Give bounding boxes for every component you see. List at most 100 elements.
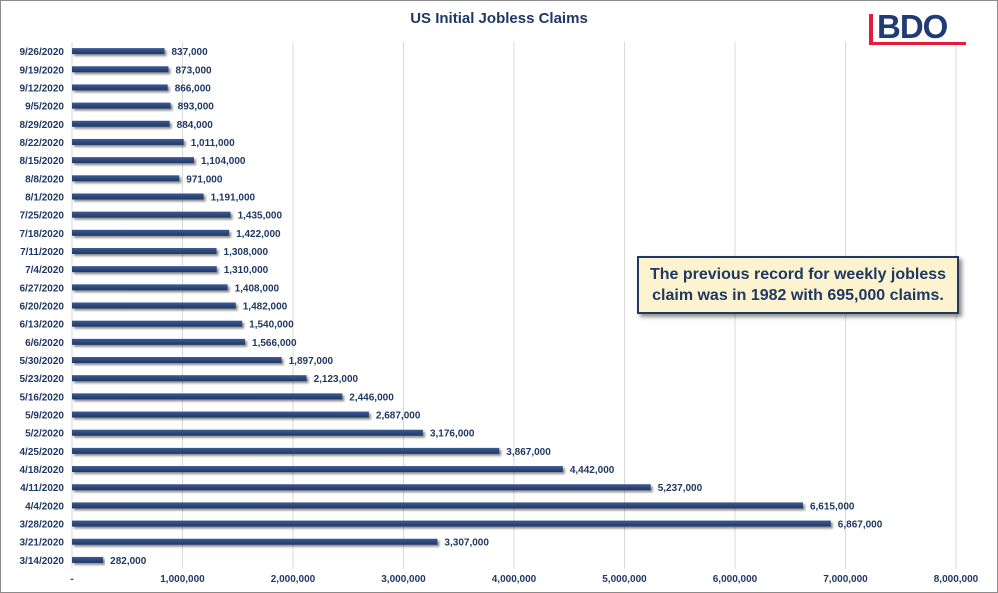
bar-8	[72, 193, 204, 200]
category-label-10: 7/18/2020	[20, 229, 65, 240]
category-label-11: 7/11/2020	[20, 247, 64, 258]
bar-21	[72, 429, 423, 436]
value-label-0: 837,000	[171, 47, 208, 58]
bar-19	[72, 393, 343, 400]
bar-7	[72, 175, 180, 182]
bar-10	[72, 229, 230, 236]
x-tick-label-1: 1,000,000	[160, 574, 205, 585]
category-label-26: 3/28/2020	[20, 520, 65, 531]
logo-accent-horizontal	[869, 42, 966, 45]
value-label-6: 1,104,000	[201, 156, 246, 167]
bar-16	[72, 338, 246, 345]
value-label-4: 884,000	[177, 120, 214, 131]
category-label-8: 8/1/2020	[25, 192, 64, 203]
value-label-11: 1,308,000	[224, 247, 269, 258]
bar-13	[72, 284, 228, 291]
bdo-logo: BDO	[868, 8, 968, 48]
x-tick-label-7: 7,000,000	[823, 574, 868, 585]
category-label-9: 7/25/2020	[20, 211, 65, 222]
value-label-24: 5,237,000	[658, 483, 703, 494]
category-label-19: 5/16/2020	[20, 392, 65, 403]
annotation-line-2: claim was in 1982 with 695,000 claims.	[652, 287, 944, 304]
bar-24	[72, 484, 651, 491]
value-label-23: 4,442,000	[570, 465, 615, 476]
category-label-2: 9/12/2020	[20, 83, 65, 94]
annotation-text: The previous record for weekly jobless c…	[650, 264, 946, 306]
category-label-5: 8/22/2020	[20, 138, 65, 149]
annotation-line-1: The previous record for weekly jobless	[649, 266, 947, 283]
category-label-21: 5/2/2020	[25, 429, 64, 440]
bar-9	[72, 211, 231, 218]
value-label-25: 6,615,000	[810, 501, 855, 512]
bar-27	[72, 538, 438, 545]
bar-2	[72, 84, 168, 91]
bar-0	[72, 48, 165, 55]
category-label-28: 3/14/2020	[20, 556, 65, 567]
x-tick-label-0: -	[70, 574, 73, 585]
category-label-24: 4/11/2020	[20, 483, 64, 494]
value-label-9: 1,435,000	[238, 211, 283, 222]
bar-1	[72, 66, 169, 73]
value-label-15: 1,540,000	[249, 320, 294, 331]
bar-20	[72, 411, 369, 418]
value-label-18: 2,123,000	[314, 374, 359, 385]
bar-22	[72, 447, 500, 454]
category-label-6: 8/15/2020	[20, 156, 65, 167]
bar-6	[72, 157, 194, 164]
bar-26	[72, 520, 831, 527]
x-tick-label-5: 5,000,000	[602, 574, 647, 585]
category-label-25: 4/4/2020	[25, 501, 64, 512]
x-tick-label-2: 2,000,000	[271, 574, 316, 585]
value-label-16: 1,566,000	[252, 338, 297, 349]
value-label-12: 1,310,000	[224, 265, 269, 276]
category-label-3: 9/5/2020	[25, 102, 64, 113]
category-label-18: 5/23/2020	[20, 374, 65, 385]
value-label-3: 893,000	[178, 102, 215, 113]
value-label-7: 971,000	[186, 174, 223, 185]
x-tick-label-4: 4,000,000	[492, 574, 537, 585]
logo-text: BDO	[877, 8, 948, 45]
value-label-28: 282,000	[110, 556, 147, 567]
x-tick-label-8: 8,000,000	[934, 574, 979, 585]
bar-15	[72, 320, 243, 327]
category-label-27: 3/21/2020	[20, 538, 65, 549]
value-label-10: 1,422,000	[236, 229, 281, 240]
logo-accent-vertical	[869, 14, 873, 44]
bar-11	[72, 247, 217, 254]
x-tick-label-6: 6,000,000	[713, 574, 758, 585]
category-label-16: 6/6/2020	[25, 338, 64, 349]
value-label-5: 1,011,000	[191, 138, 235, 149]
annotation-box: The previous record for weekly jobless c…	[637, 256, 959, 314]
bar-28	[72, 556, 104, 563]
bar-23	[72, 466, 563, 473]
category-label-17: 5/30/2020	[20, 356, 65, 367]
category-label-7: 8/8/2020	[25, 174, 64, 185]
value-label-22: 3,867,000	[506, 447, 551, 458]
value-label-1: 873,000	[175, 65, 212, 76]
value-label-21: 3,176,000	[430, 429, 475, 440]
bar-12	[72, 266, 217, 273]
value-label-20: 2,687,000	[376, 411, 421, 422]
category-label-14: 6/20/2020	[20, 302, 65, 313]
category-label-12: 7/4/2020	[25, 265, 64, 276]
bar-25	[72, 502, 803, 509]
value-label-26: 6,867,000	[838, 520, 883, 531]
category-label-4: 8/29/2020	[20, 120, 65, 131]
value-label-27: 3,307,000	[444, 538, 489, 549]
value-label-17: 1,897,000	[289, 356, 334, 367]
bar-3	[72, 102, 171, 109]
chart-title: US Initial Jobless Claims	[410, 10, 588, 27]
value-label-19: 2,446,000	[349, 392, 394, 403]
value-label-14: 1,482,000	[243, 302, 288, 313]
category-label-23: 4/18/2020	[20, 465, 65, 476]
category-label-15: 6/13/2020	[20, 320, 65, 331]
bar-17	[72, 357, 282, 364]
bar-18	[72, 375, 307, 382]
bar-5	[72, 138, 184, 145]
bar-4	[72, 120, 170, 127]
category-label-22: 4/25/2020	[20, 447, 65, 458]
category-label-20: 5/9/2020	[25, 411, 64, 422]
x-tick-label-3: 3,000,000	[381, 574, 426, 585]
value-label-8: 1,191,000	[211, 192, 256, 203]
